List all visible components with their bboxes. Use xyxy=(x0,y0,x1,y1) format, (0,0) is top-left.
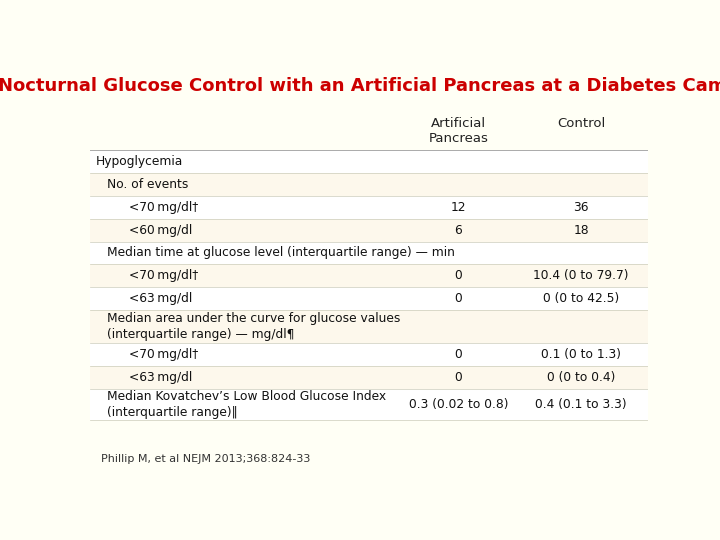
Bar xyxy=(90,241,648,265)
Text: Phillip M, et al NEJM 2013;368:824-33: Phillip M, et al NEJM 2013;368:824-33 xyxy=(101,454,310,464)
Text: 0: 0 xyxy=(454,292,462,305)
Text: 0: 0 xyxy=(454,348,462,361)
Text: <70 mg/dl†: <70 mg/dl† xyxy=(129,269,198,282)
Text: 12: 12 xyxy=(451,201,466,214)
Text: 10.4 (0 to 79.7): 10.4 (0 to 79.7) xyxy=(534,269,629,282)
Text: 0 (0 to 0.4): 0 (0 to 0.4) xyxy=(547,371,615,384)
Text: <60 mg/dl: <60 mg/dl xyxy=(129,224,192,237)
Text: 0: 0 xyxy=(454,371,462,384)
Bar xyxy=(90,389,648,420)
Text: 36: 36 xyxy=(573,201,589,214)
Bar xyxy=(90,173,648,196)
Bar xyxy=(90,219,648,241)
Text: <70 mg/dl†: <70 mg/dl† xyxy=(129,348,198,361)
Text: 0.1 (0 to 1.3): 0.1 (0 to 1.3) xyxy=(541,348,621,361)
Text: Control: Control xyxy=(557,117,606,130)
Text: No. of events: No. of events xyxy=(107,178,188,191)
Text: Median Kovatchev’s Low Blood Glucose Index
(interquartile range)‖: Median Kovatchev’s Low Blood Glucose Ind… xyxy=(107,390,386,419)
Text: Median time at glucose level (interquartile range) — min: Median time at glucose level (interquart… xyxy=(107,246,454,259)
Text: <63 mg/dl: <63 mg/dl xyxy=(129,292,192,305)
Bar xyxy=(90,265,648,287)
Text: 0: 0 xyxy=(454,269,462,282)
Bar xyxy=(90,310,648,343)
Text: 0.4 (0.1 to 3.3): 0.4 (0.1 to 3.3) xyxy=(535,398,627,411)
Text: Median area under the curve for glucose values
(interquartile range) — mg/dl¶: Median area under the curve for glucose … xyxy=(107,312,400,341)
Text: <63 mg/dl: <63 mg/dl xyxy=(129,371,192,384)
Bar xyxy=(90,366,648,389)
Text: Artificial
Pancreas: Artificial Pancreas xyxy=(428,117,488,145)
Text: Nocturnal Glucose Control with an Artificial Pancreas at a Diabetes Camp: Nocturnal Glucose Control with an Artifi… xyxy=(0,77,720,95)
Text: 0 (0 to 42.5): 0 (0 to 42.5) xyxy=(543,292,619,305)
Text: <70 mg/dl†: <70 mg/dl† xyxy=(129,201,198,214)
Text: 6: 6 xyxy=(454,224,462,237)
Text: 18: 18 xyxy=(573,224,589,237)
Bar xyxy=(90,287,648,310)
Text: Hypoglycemia: Hypoglycemia xyxy=(96,155,183,168)
Bar xyxy=(90,196,648,219)
Bar xyxy=(90,150,648,173)
Bar xyxy=(90,343,648,366)
Text: 0.3 (0.02 to 0.8): 0.3 (0.02 to 0.8) xyxy=(408,398,508,411)
